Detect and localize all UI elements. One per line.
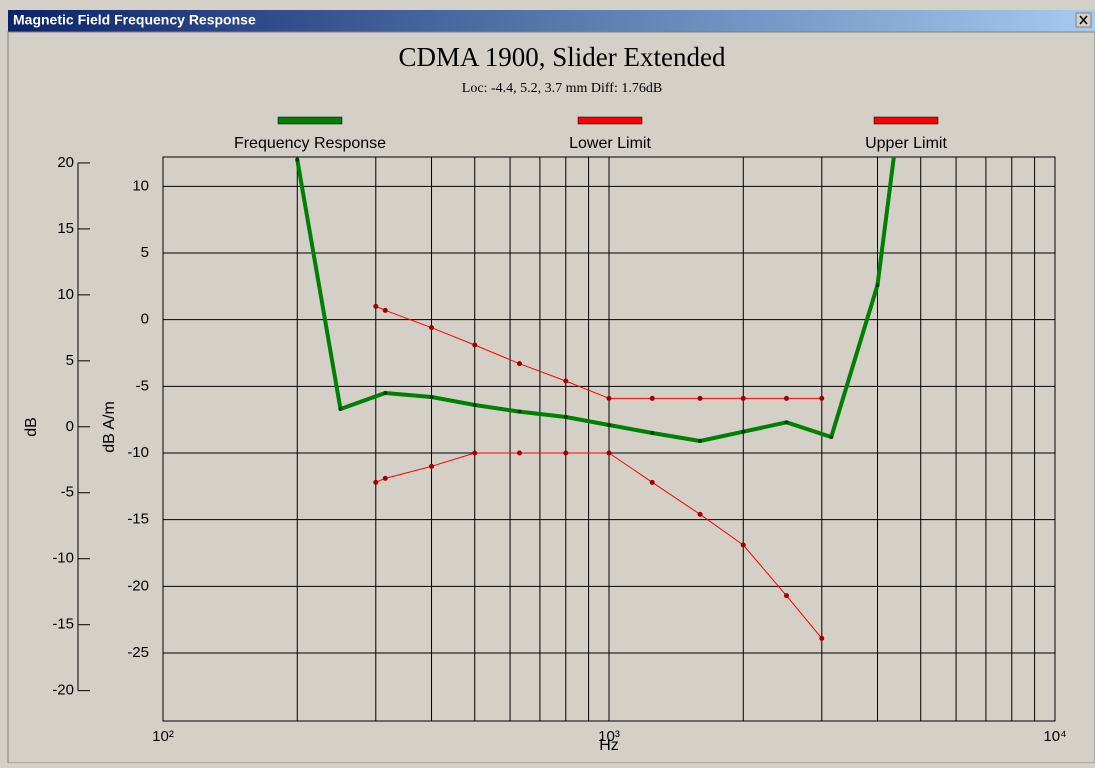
data-point xyxy=(875,283,880,287)
y2-tick-label: 0 xyxy=(66,418,74,435)
y2-tick-label: -5 xyxy=(61,484,74,501)
data-point xyxy=(740,395,746,401)
data-point xyxy=(373,303,379,309)
y2-tick-label: 10 xyxy=(57,286,74,303)
data-point xyxy=(698,439,703,443)
data-point xyxy=(650,431,655,435)
plot-series xyxy=(295,157,896,641)
x-tick-label: 10² xyxy=(152,728,174,745)
data-point xyxy=(740,542,746,548)
data-point xyxy=(338,407,343,411)
y-tick-label: -5 xyxy=(136,377,149,394)
y-tick-label: 10 xyxy=(132,177,149,194)
y2-tick-label: 20 xyxy=(57,154,74,171)
y-tick-label: 5 xyxy=(141,244,149,261)
legend-swatch xyxy=(873,116,939,125)
data-point xyxy=(472,342,478,348)
x-tick-label: 10⁴ xyxy=(1043,728,1066,745)
legend-swatch xyxy=(277,116,343,125)
y-axis-label: dB A/m xyxy=(101,401,118,453)
y2-tick-label: 15 xyxy=(57,220,74,237)
y2-tick-label: -10 xyxy=(52,550,74,567)
data-point xyxy=(697,511,703,517)
data-point xyxy=(563,450,569,456)
y-tick-label: -25 xyxy=(127,644,149,661)
y-tick-label: -10 xyxy=(127,444,149,461)
data-point xyxy=(382,307,388,313)
y2-axis-label: dB xyxy=(23,417,40,437)
data-point xyxy=(741,429,746,434)
data-point xyxy=(429,395,434,399)
y2-tick-label: -20 xyxy=(52,682,74,699)
close-button[interactable] xyxy=(1075,12,1092,28)
data-point xyxy=(472,403,477,407)
data-point xyxy=(697,395,703,401)
data-point xyxy=(829,435,834,439)
data-point xyxy=(606,450,612,456)
data-point xyxy=(819,635,825,641)
y-tick-label: -15 xyxy=(127,511,149,528)
data-point xyxy=(783,395,789,401)
y2-tick-label: 5 xyxy=(66,352,74,369)
data-point xyxy=(783,593,789,599)
legend-label: Lower Limit xyxy=(569,135,651,152)
data-point xyxy=(472,450,478,456)
title-bar xyxy=(8,10,1095,32)
data-point xyxy=(517,409,522,414)
data-point xyxy=(382,475,388,481)
data-point xyxy=(429,463,435,469)
series-line xyxy=(375,305,822,399)
data-point xyxy=(383,391,388,395)
y-tick-label: 0 xyxy=(141,311,149,328)
data-point xyxy=(649,395,655,401)
legend-label: Frequency Response xyxy=(234,135,386,152)
chart-subtitle: Loc: -4.4, 5.2, 3.7 mm Diff: 1.76dB xyxy=(462,81,662,96)
legend-label: Upper Limit xyxy=(865,135,947,152)
y2-tick-label: -15 xyxy=(52,616,74,633)
data-point xyxy=(563,378,569,384)
data-point xyxy=(819,395,825,401)
data-point xyxy=(784,420,789,425)
data-point xyxy=(607,423,611,427)
data-point xyxy=(517,361,523,367)
data-point xyxy=(563,415,568,419)
data-point xyxy=(517,450,523,456)
chart-title: CDMA 1900, Slider Extended xyxy=(399,42,726,72)
data-point xyxy=(429,325,435,331)
legend-swatch xyxy=(577,116,643,125)
data-point xyxy=(649,479,655,485)
data-point xyxy=(295,157,300,162)
series-line xyxy=(375,452,823,639)
data-point xyxy=(606,395,612,401)
window-title: Magnetic Field Frequency Response xyxy=(13,12,256,28)
y-tick-label: -20 xyxy=(127,577,149,594)
x-tick-label: 10³ xyxy=(598,728,620,745)
data-point xyxy=(373,479,379,485)
x-axis-label: Hz xyxy=(599,737,619,754)
